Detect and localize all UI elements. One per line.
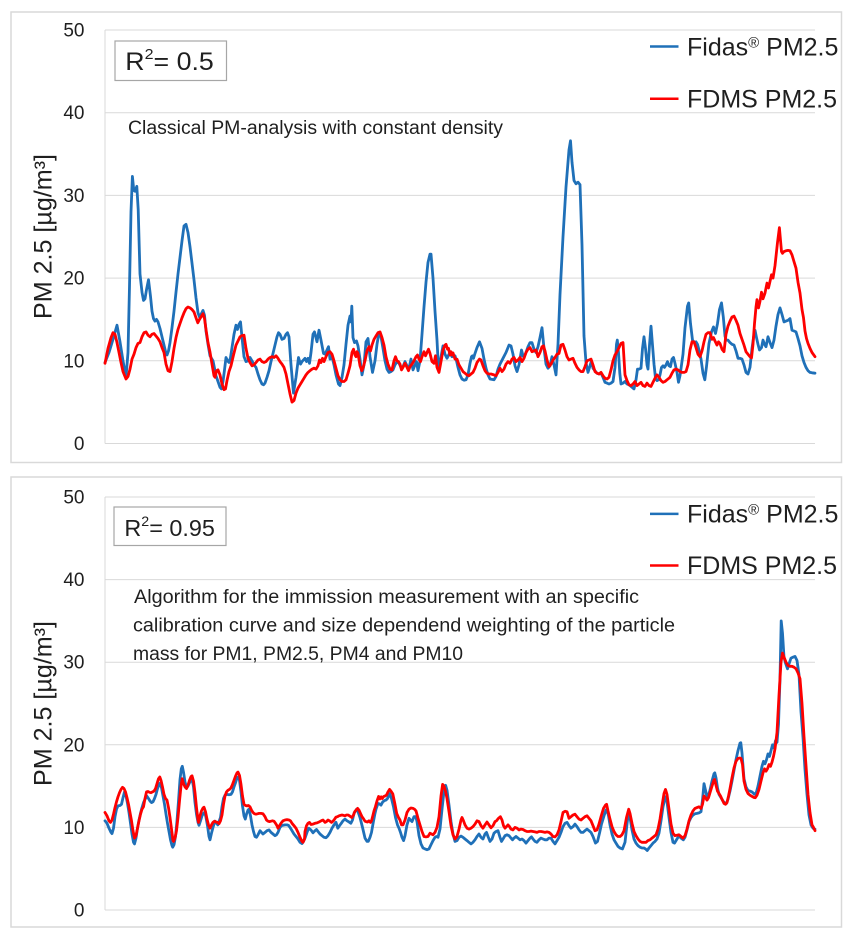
svg-text:PM 2.5 [µg/m³]: PM 2.5 [µg/m³] [30, 154, 58, 319]
svg-text:Algorithm for the immission me: Algorithm for the immission measurement … [134, 587, 639, 608]
svg-text:Classical PM-analysis with con: Classical PM-analysis with constant dens… [128, 118, 504, 139]
svg-text:40: 40 [63, 103, 84, 124]
svg-text:50: 50 [63, 488, 84, 509]
svg-text:10: 10 [63, 351, 84, 372]
svg-text:Fidas® PM2.5: Fidas® PM2.5 [687, 501, 838, 529]
svg-text:40: 40 [63, 570, 84, 591]
svg-text:30: 30 [63, 186, 84, 207]
svg-text:calibration curve and size dep: calibration curve and size dependend wei… [133, 616, 675, 637]
svg-text:R2= 0.5: R2= 0.5 [125, 46, 214, 76]
svg-text:0: 0 [74, 434, 85, 455]
svg-text:mass for PM1, PM2.5, PM4 and P: mass for PM1, PM2.5, PM4 and PM10 [133, 644, 463, 665]
svg-text:20: 20 [63, 735, 84, 756]
svg-text:FDMS PM2.5: FDMS PM2.5 [687, 86, 837, 114]
svg-text:20: 20 [63, 269, 84, 290]
svg-text:30: 30 [63, 653, 84, 674]
svg-text:10: 10 [63, 818, 84, 839]
svg-text:50: 50 [63, 21, 84, 42]
svg-text:0: 0 [74, 901, 85, 922]
svg-text:R2= 0.95: R2= 0.95 [124, 513, 215, 541]
svg-text:PM 2.5 [µg/m³]: PM 2.5 [µg/m³] [30, 621, 58, 786]
svg-text:Fidas® PM2.5: Fidas® PM2.5 [687, 34, 838, 62]
svg-text:FDMS PM2.5: FDMS PM2.5 [687, 552, 837, 580]
